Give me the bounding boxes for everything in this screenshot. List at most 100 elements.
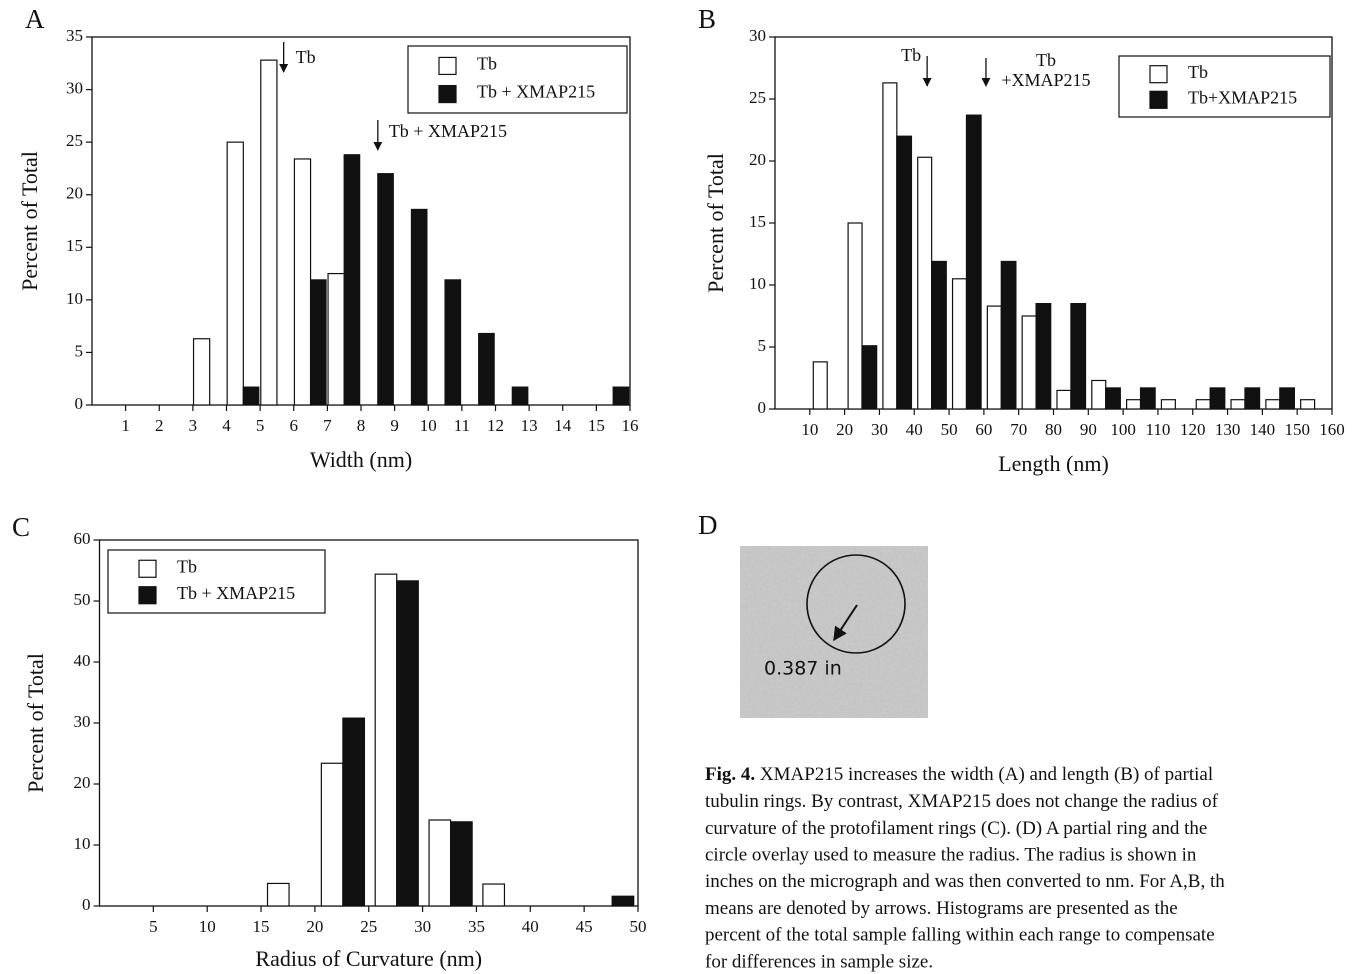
chart: 0 10 20 30 40 50 60 5 10 15 20 25 30 35 40 45 50 Radius o… [23,529,646,971]
bar [917,156,933,410]
bar [1021,315,1037,410]
caption-line: inches on the micrograph and was then co… [705,871,1225,892]
bar [396,580,419,907]
x-tick-label: 35 [468,917,485,936]
bar [309,279,327,406]
y-axis-label: Percent of Total [23,653,48,793]
bar [1279,387,1296,410]
x-tick-label: 100 [1110,420,1136,439]
x-tick-label: 4 [222,416,231,435]
x-tick-label: 80 [1045,420,1062,439]
x-tick-label: 10 [801,420,818,439]
x-tick-label: 20 [836,420,853,439]
x-tick-label: 15 [253,917,270,936]
x-tick-label: 6 [290,416,299,435]
legend-swatch [138,559,157,578]
x-tick-label: 50 [630,917,647,936]
legend-label: Tb [177,556,197,576]
bar [343,154,361,406]
bar [965,114,982,410]
x-tick-label: 110 [1146,420,1171,439]
legend-label: Tb+XMAP215 [1188,87,1297,107]
bar [242,386,260,406]
panel-letter: D [698,510,718,540]
x-tick-label: 5 [256,416,265,435]
bar [1265,399,1281,410]
bar [1000,260,1017,410]
bar [1056,389,1072,410]
bar [986,305,1002,410]
y-tick-label: 30 [74,712,91,731]
bar [293,158,312,406]
x-tick-label: 1 [121,416,130,435]
radius-arrow [833,604,858,642]
x-tick-label: 13 [521,416,538,435]
bar [320,762,344,907]
y-tick-label: 10 [74,834,91,853]
bar [428,819,452,907]
x-tick-label: 140 [1250,420,1276,439]
x-tick-label: 3 [189,416,198,435]
y-tick-label: 20 [66,184,83,203]
x-tick-label: 30 [414,917,431,936]
bar [260,59,278,406]
caption-label: Fig. 4. [705,764,755,785]
x-tick-label: 70 [1010,420,1027,439]
legend-swatch [1149,65,1168,84]
x-tick-label: 2 [155,416,164,435]
x-axis-label: Width (nm) [310,447,412,472]
bar [192,338,211,406]
bar [1139,387,1156,410]
x-axis-label: Length (nm) [998,451,1109,476]
x-tick-label: 12 [487,416,504,435]
x-tick-label: 50 [941,420,958,439]
annotation: +XMAP215 [1001,70,1090,90]
x-tick-label: 16 [622,416,639,435]
y-tick-label: 25 [66,131,83,150]
x-tick-label: 15 [588,416,605,435]
y-tick-label: 5 [758,336,767,355]
micrograph-label: 0.387 in [764,658,842,680]
caption-line: Fig. 4. XMAP215 increases the width (A) … [705,764,1213,785]
bar [450,821,473,907]
legend-label: Tb [1188,62,1208,82]
bar [226,141,244,406]
x-tick-label: 130 [1215,420,1241,439]
x-tick-label: 14 [554,416,572,435]
panel-letter: B [698,4,716,34]
chart: 0 5 10 15 20 25 30 10 20 30 40 50 60 70 80 90 100 110 120 1… [703,26,1345,476]
bar [612,386,630,406]
caption-line: for differences in sample size. [705,951,933,972]
bar [951,278,968,410]
x-tick-label: 40 [522,917,539,936]
x-tick-label: 9 [390,416,399,435]
x-tick-label: 120 [1180,420,1206,439]
panel-letter: C [12,512,30,542]
legend-label: Tb + XMAP215 [477,82,595,102]
bar [1126,399,1142,410]
y-tick-label: 0 [75,394,84,413]
bar [1160,399,1176,410]
bar [1105,387,1121,410]
annotation: Tb [1036,50,1056,70]
panel-letter: A [25,4,45,34]
annotation: Tb + XMAP215 [389,121,507,141]
bar [1091,379,1107,410]
y-tick-label: 30 [66,78,83,97]
bar [812,361,828,410]
bar [1230,399,1246,410]
annotation: Tb [901,45,921,65]
bar [1209,387,1226,410]
caption-line: percent of the total sample falling with… [705,925,1215,946]
caption-line: curvature of the protofilament rings (C)… [705,818,1207,839]
x-tick-label: 10 [420,416,437,435]
bar [377,173,394,406]
y-tick-label: 10 [749,274,766,293]
y-tick-label: 0 [758,398,767,417]
overlay-circle [806,554,906,654]
y-tick-label: 20 [74,773,91,792]
micrograph-grain [740,546,928,718]
legend-label: Tb [477,54,497,74]
y-tick-label: 15 [749,212,766,231]
